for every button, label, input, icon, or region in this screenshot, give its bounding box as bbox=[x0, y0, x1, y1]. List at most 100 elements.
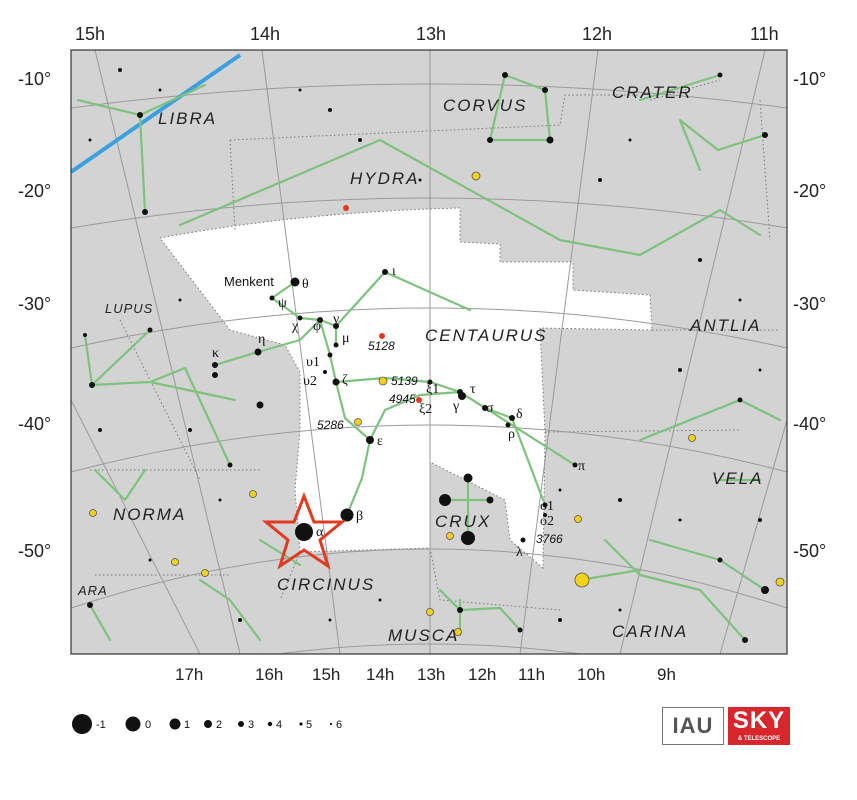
star-label: ξ2 bbox=[419, 402, 432, 417]
star-label: χ bbox=[291, 319, 299, 334]
ra-bottom-label: 9h bbox=[657, 665, 676, 684]
dec-labels-right: -10° -20° -30° -40° -50° bbox=[793, 69, 826, 561]
star-label: υ1 bbox=[306, 355, 320, 370]
map-frame bbox=[70, 49, 788, 655]
legend-dot bbox=[238, 721, 244, 727]
ra-top-label: 11h bbox=[750, 24, 779, 44]
ra-bottom-label: 14h bbox=[366, 665, 394, 684]
ra-bottom-label: 13h bbox=[417, 665, 445, 684]
legend-dot bbox=[267, 721, 273, 727]
sky-telescope-logo: SKY & TELESCOPE bbox=[728, 707, 790, 745]
star-upsilon2 bbox=[323, 370, 327, 374]
clusters bbox=[89, 171, 785, 636]
dec-left-label: -40° bbox=[18, 414, 51, 434]
star-label: κ bbox=[212, 346, 219, 361]
star-label: σ bbox=[486, 401, 494, 416]
star-label: γ bbox=[452, 399, 459, 414]
star-crux-delta bbox=[486, 496, 494, 504]
menkent-label: Menkent bbox=[224, 274, 274, 289]
ra-labels-top: 15h 14h 13h 12h 11h bbox=[75, 24, 779, 44]
constellation-label: ARA bbox=[77, 583, 108, 598]
dec-labels-left: -10° -20° -30° -40° -50° bbox=[18, 69, 51, 561]
star-label: μ bbox=[342, 331, 350, 346]
dec-right-label: -40° bbox=[793, 414, 826, 434]
legend-dot bbox=[204, 720, 212, 728]
star-upsilon1 bbox=[327, 352, 333, 358]
star-sigma bbox=[482, 405, 488, 411]
galaxies bbox=[343, 205, 422, 403]
ra-top-label: 13h bbox=[416, 24, 446, 44]
legend-dot bbox=[125, 716, 141, 732]
dec-left-label: -10° bbox=[18, 69, 51, 89]
constellation-lines bbox=[76, 73, 782, 642]
ngc-label: 3766 bbox=[536, 532, 563, 546]
constellation-label: ANTLIA bbox=[689, 316, 762, 335]
ra-bottom-label: 10h bbox=[577, 665, 605, 684]
ra-top-label: 15h bbox=[75, 24, 105, 44]
star-label: ο1 bbox=[540, 499, 554, 514]
star-labels: θ ι ψ χ φ ν μ η κ υ1 υ2 ζ ξ1 ξ2 τ γ σ δ … bbox=[212, 264, 585, 560]
centaurus-region bbox=[160, 208, 652, 568]
dec-right-label: -50° bbox=[793, 541, 826, 561]
constellation-label: CENTAURUS bbox=[425, 326, 548, 345]
legend-label: 0 bbox=[145, 719, 151, 731]
dec-left-label: -20° bbox=[18, 181, 51, 201]
star-crux-gamma bbox=[463, 473, 473, 483]
dec-right-label: -10° bbox=[793, 69, 826, 89]
star-delta bbox=[509, 415, 515, 421]
ra-top-label: 14h bbox=[250, 24, 280, 44]
star-gamma bbox=[458, 392, 466, 400]
star-label: ρ bbox=[508, 427, 515, 442]
iau-logo: IAU bbox=[662, 707, 724, 745]
sky-logo-text: SKY bbox=[732, 707, 786, 734]
ra-bottom-label: 11h bbox=[518, 665, 545, 684]
star-label: π bbox=[578, 459, 585, 474]
star-label: β bbox=[356, 509, 363, 524]
ra-top-label: 12h bbox=[582, 24, 612, 44]
star-xi bbox=[427, 379, 433, 385]
star-label: ε bbox=[377, 434, 383, 449]
star-label: ζ bbox=[342, 373, 348, 388]
star-mu bbox=[333, 342, 339, 348]
star-rho bbox=[505, 422, 511, 428]
star-label: α bbox=[316, 525, 324, 540]
star-label: φ bbox=[313, 319, 321, 334]
star-phi bbox=[317, 317, 323, 323]
star-kappa bbox=[212, 362, 218, 368]
magnitude-legend: -1 0 1 2 3 4 5 6 bbox=[72, 714, 342, 734]
legend-dot bbox=[329, 722, 333, 726]
star-omicron1 bbox=[542, 502, 548, 508]
ra-bottom-label: 12h bbox=[468, 665, 496, 684]
iau-logo-text: IAU bbox=[672, 713, 714, 738]
star-crux-alpha bbox=[461, 531, 475, 545]
star-epsilon bbox=[366, 436, 374, 444]
legend-label: 5 bbox=[306, 719, 312, 731]
star-label: ι bbox=[392, 264, 396, 279]
constellation-names: LIBRA CORVUS CRATER HYDRA LUPUS CENTAURU… bbox=[77, 83, 763, 645]
telescope-logo-text: & TELESCOPE bbox=[737, 736, 781, 742]
ngc-label: 4945 bbox=[389, 392, 416, 406]
star-label: δ bbox=[516, 407, 523, 422]
constellation-label: CARINA bbox=[612, 622, 688, 641]
constellation-label: LUPUS bbox=[105, 301, 153, 316]
star-label: ψ bbox=[278, 296, 287, 311]
star-label: λ bbox=[516, 545, 523, 560]
star-theta bbox=[290, 277, 300, 287]
legend-label: 2 bbox=[216, 719, 222, 731]
star-pi bbox=[572, 462, 578, 468]
ra-bottom-label: 17h bbox=[175, 665, 203, 684]
star-omicron2 bbox=[543, 513, 547, 517]
constellation-label: VELA bbox=[712, 469, 763, 488]
constellation-label: CIRCINUS bbox=[277, 575, 375, 594]
constellation-label: CRUX bbox=[435, 512, 491, 531]
ra-labels-bottom: 17h 16h 15h 14h 13h 12h 11h 10h 9h bbox=[175, 665, 676, 684]
star-label: ο2 bbox=[540, 514, 554, 529]
star-chi bbox=[297, 315, 303, 321]
ngc-label: 5128 bbox=[368, 339, 395, 353]
deep-sky-labels: 5128 5139 4945 5286 3766 bbox=[317, 339, 563, 546]
ra-bottom-label: 16h bbox=[255, 665, 283, 684]
legend-label: 6 bbox=[336, 719, 342, 731]
star-zeta bbox=[332, 378, 340, 386]
ngc-label: 5286 bbox=[317, 418, 344, 432]
